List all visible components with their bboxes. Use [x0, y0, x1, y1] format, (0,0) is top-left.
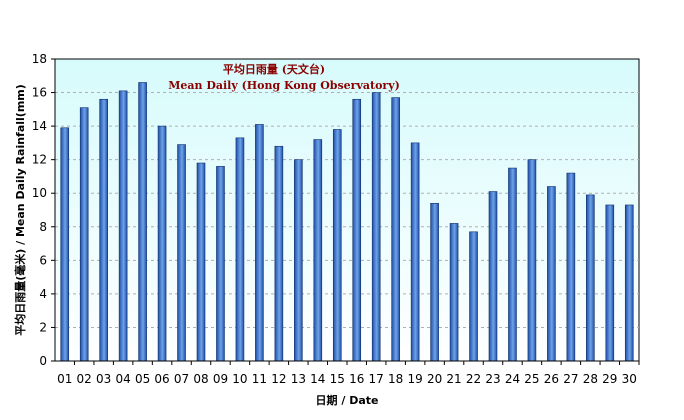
bar-day-25: [527, 159, 537, 362]
x-tick-label: 15: [330, 372, 345, 386]
bar-day-15: [332, 129, 342, 362]
x-tick-label: 19: [407, 372, 422, 386]
y-tick-label: 4: [39, 287, 47, 301]
y-tick-label: 6: [39, 253, 47, 267]
bar-day-27: [566, 172, 576, 362]
bar-day-23: [488, 191, 498, 362]
x-tick-label: 12: [271, 372, 286, 386]
y-tick-label: 10: [32, 186, 47, 200]
y-tick-label: 8: [39, 220, 47, 234]
y-axis-ticks: 0 2 4 6 8 10 12 14 16 18: [32, 52, 55, 368]
x-tick-label: 29: [602, 372, 617, 386]
x-tick-label: 25: [524, 372, 539, 386]
y-tick-label: 0: [39, 354, 47, 368]
y-tick-label: 14: [32, 119, 47, 133]
bar-day-28: [586, 194, 595, 362]
bar-day-02: [79, 107, 89, 362]
x-tick-label: 18: [388, 372, 403, 386]
x-tick-label: 01: [57, 372, 72, 386]
x-tick-label: 05: [135, 372, 150, 386]
bar-day-20: [430, 202, 439, 362]
x-tick-label: 02: [77, 372, 92, 386]
bar-day-30: [624, 204, 634, 362]
x-tick-label: 03: [96, 372, 111, 386]
x-tick-label: 30: [622, 372, 637, 386]
y-tick-label: 18: [32, 52, 47, 66]
y-axis-title: 平均日雨量(毫米) / Mean Daily Rainfall(mm): [13, 84, 27, 336]
y-tick-label: 2: [39, 320, 47, 334]
y-tick-label: 12: [32, 153, 47, 167]
bar-day-16: [352, 98, 362, 362]
x-tick-label: 21: [446, 372, 461, 386]
bar-day-12: [274, 145, 284, 362]
x-axis-ticks: 01 02 03 04 05 06 07 08 09 10 11 12 13 14 15 16 17 18 19 20…: [57, 361, 640, 386]
bar-day-04: [118, 90, 128, 362]
bar-day-06: [157, 125, 167, 362]
bar-day-19: [410, 142, 420, 362]
x-axis-title: 日期 / Date: [316, 393, 379, 407]
bar-day-22: [469, 231, 478, 362]
x-tick-label: 10: [232, 372, 247, 386]
bar-day-14: [313, 139, 323, 362]
bar-day-05: [138, 82, 147, 362]
x-tick-label: 28: [583, 372, 598, 386]
x-tick-label: 11: [252, 372, 267, 386]
x-tick-label: 23: [485, 372, 500, 386]
y-tick-label: 16: [32, 86, 47, 100]
x-tick-label: 13: [291, 372, 306, 386]
grid-lines: [55, 92, 639, 328]
bar-day-18: [391, 97, 400, 362]
x-tick-label: 07: [174, 372, 189, 386]
bar-day-10: [235, 137, 245, 362]
x-tick-label: 16: [349, 372, 364, 386]
x-tick-label: 22: [466, 372, 481, 386]
x-tick-label: 14: [310, 372, 325, 386]
bar-day-26: [547, 186, 556, 362]
bar-day-24: [508, 167, 517, 362]
x-tick-label: 27: [563, 372, 578, 386]
x-tick-label: 09: [213, 372, 228, 386]
x-tick-label: 26: [544, 372, 559, 386]
x-tick-label: 06: [154, 372, 169, 386]
bar-day-08: [196, 162, 206, 362]
x-tick-label: 04: [115, 372, 130, 386]
bar-day-09: [216, 166, 225, 362]
bar-day-07: [177, 144, 186, 362]
bar-day-01: [60, 127, 70, 362]
chart-title: 平均日雨量 (天文台): [223, 62, 325, 76]
x-tick-label: 20: [427, 372, 442, 386]
bar-day-29: [605, 204, 615, 362]
bar-day-21: [449, 223, 459, 362]
chart-subtitle: Mean Daily (Hong Kong Observatory): [168, 79, 400, 92]
bar-day-03: [99, 98, 108, 362]
x-tick-label: 24: [505, 372, 520, 386]
x-tick-label: 08: [193, 372, 208, 386]
bar-day-17: [371, 92, 381, 362]
bar-day-13: [294, 159, 303, 362]
plot-area: [54, 58, 640, 362]
x-tick-label: 17: [369, 372, 384, 386]
bar-day-11: [255, 124, 264, 362]
